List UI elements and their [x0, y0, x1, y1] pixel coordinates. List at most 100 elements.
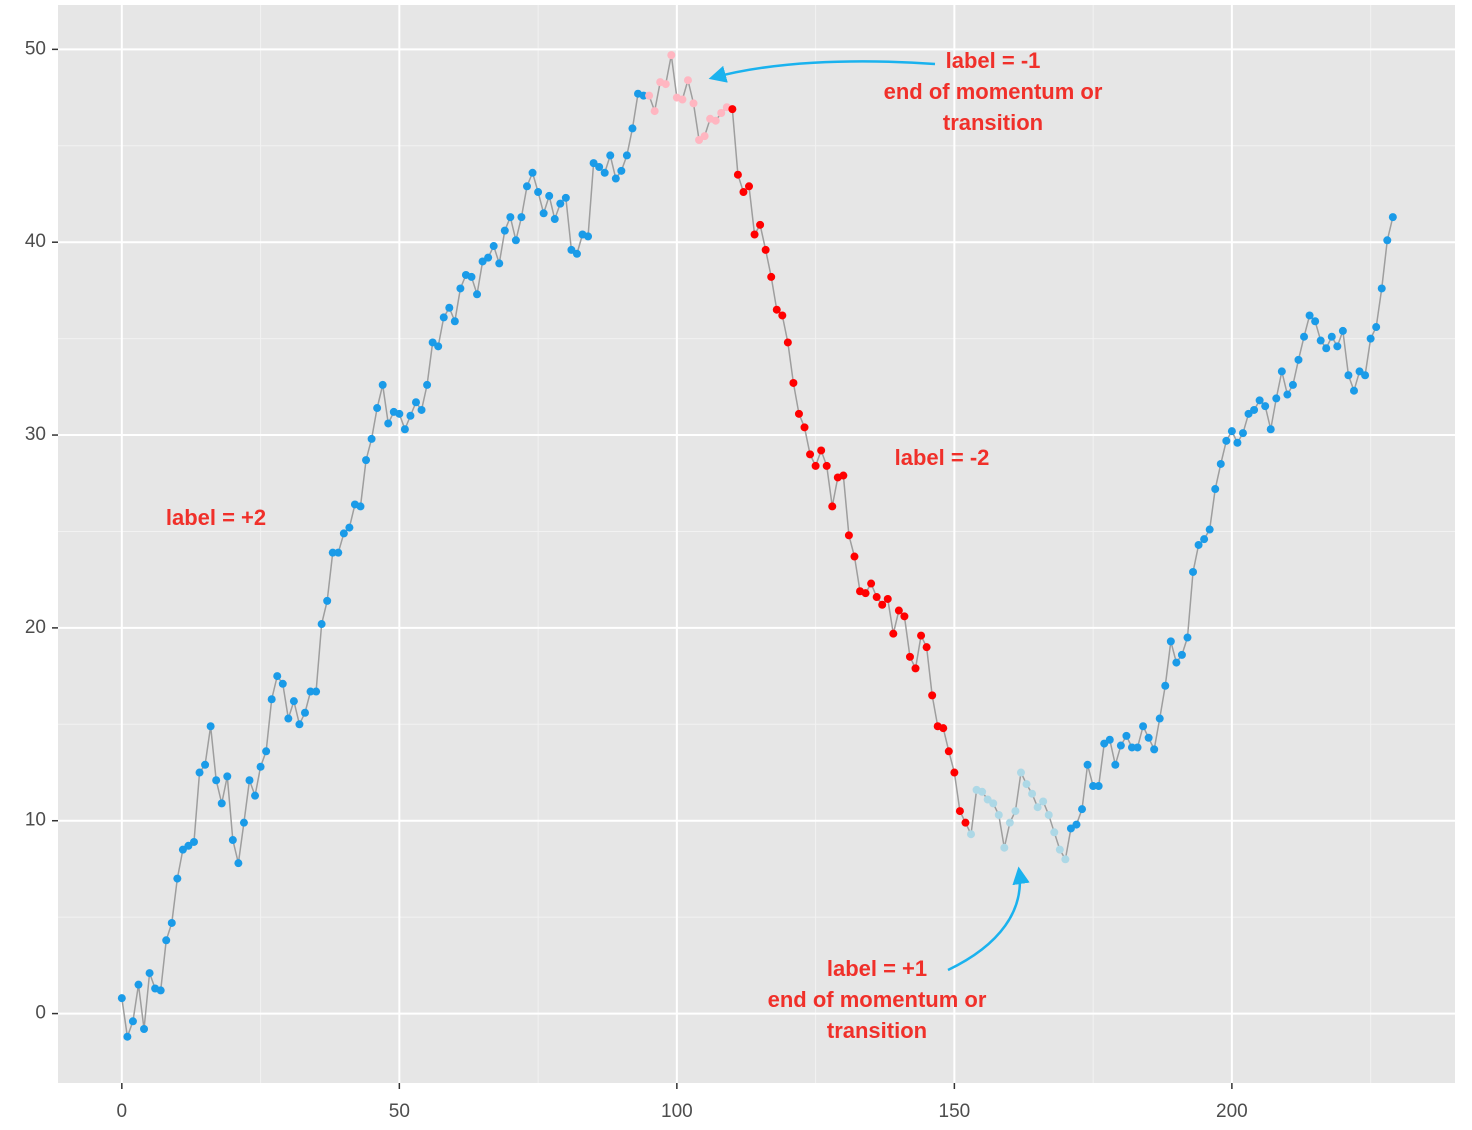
- point: [1061, 855, 1070, 864]
- point: [611, 174, 620, 183]
- point: [1111, 760, 1120, 769]
- point: [739, 188, 748, 197]
- point: [223, 772, 232, 781]
- point: [584, 232, 593, 241]
- point: [961, 818, 970, 827]
- point: [1272, 394, 1281, 403]
- point: [334, 548, 343, 557]
- y-tick-label: 20: [25, 617, 46, 638]
- point: [1311, 317, 1320, 326]
- point: [567, 245, 576, 254]
- point: [373, 404, 382, 413]
- point: [1083, 760, 1092, 769]
- x-tick-label: 150: [939, 1101, 971, 1122]
- point: [178, 845, 187, 854]
- point: [262, 747, 271, 756]
- point: [467, 272, 476, 281]
- arrow: [947, 866, 1030, 972]
- point: [278, 679, 287, 688]
- point: [1233, 438, 1242, 447]
- point: [406, 411, 415, 420]
- point: [206, 722, 215, 731]
- point: [1150, 745, 1159, 754]
- point: [778, 311, 787, 320]
- point: [345, 523, 354, 532]
- point: [1127, 743, 1136, 752]
- point: [1361, 371, 1370, 380]
- point: [639, 91, 648, 100]
- point: [589, 159, 598, 168]
- point: [1078, 805, 1087, 814]
- annotation: transition: [943, 110, 1043, 135]
- point: [378, 380, 387, 389]
- point: [456, 284, 465, 293]
- point: [811, 461, 820, 470]
- point: [1250, 405, 1259, 414]
- point: [484, 253, 493, 262]
- point: [928, 691, 937, 700]
- point: [1133, 743, 1142, 752]
- point: [683, 76, 692, 85]
- point: [1161, 681, 1170, 690]
- point: [789, 378, 798, 387]
- point: [201, 760, 210, 769]
- point: [645, 91, 654, 100]
- point: [417, 405, 426, 414]
- point: [1205, 525, 1214, 534]
- point: [367, 434, 376, 443]
- point: [728, 105, 737, 114]
- point: [539, 209, 548, 218]
- point: [1039, 797, 1048, 806]
- point: [395, 409, 404, 418]
- point: [695, 135, 704, 144]
- point: [251, 791, 260, 800]
- annotation: label = -1: [946, 48, 1041, 73]
- point: [878, 600, 887, 609]
- point: [273, 672, 282, 681]
- point: [189, 837, 198, 846]
- point: [228, 836, 237, 845]
- point: [1072, 820, 1081, 829]
- point: [1011, 807, 1020, 816]
- point: [617, 166, 626, 175]
- point: [839, 471, 848, 480]
- point: [362, 456, 371, 465]
- point: [717, 108, 726, 117]
- annotation: label = -2: [895, 445, 990, 470]
- point: [661, 80, 670, 89]
- point: [1266, 425, 1275, 434]
- point: [1277, 367, 1286, 376]
- point: [1022, 780, 1031, 789]
- point: [1377, 284, 1386, 293]
- point: [600, 168, 609, 177]
- point: [184, 841, 193, 850]
- point: [745, 182, 754, 191]
- point: [162, 936, 171, 945]
- point: [850, 552, 859, 561]
- point: [861, 589, 870, 598]
- point: [495, 259, 504, 268]
- point: [522, 182, 531, 191]
- point: [867, 579, 876, 588]
- line-connector: [1064, 828, 1072, 860]
- point: [678, 95, 687, 104]
- point: [872, 593, 881, 602]
- point: [689, 99, 698, 108]
- y-tick-label: 10: [25, 810, 46, 831]
- point: [1338, 326, 1347, 335]
- point: [1349, 386, 1358, 395]
- point: [134, 980, 143, 989]
- point: [506, 213, 515, 222]
- point: [312, 687, 321, 696]
- point: [1388, 213, 1397, 222]
- point: [140, 1025, 149, 1034]
- point: [572, 249, 581, 258]
- point: [772, 305, 781, 314]
- point: [911, 664, 920, 673]
- annotation: transition: [827, 1018, 927, 1043]
- plot-panel: [58, 5, 1455, 1083]
- point: [883, 594, 892, 603]
- point: [756, 220, 765, 229]
- point: [978, 787, 987, 796]
- y-tick-label: 0: [35, 1003, 46, 1024]
